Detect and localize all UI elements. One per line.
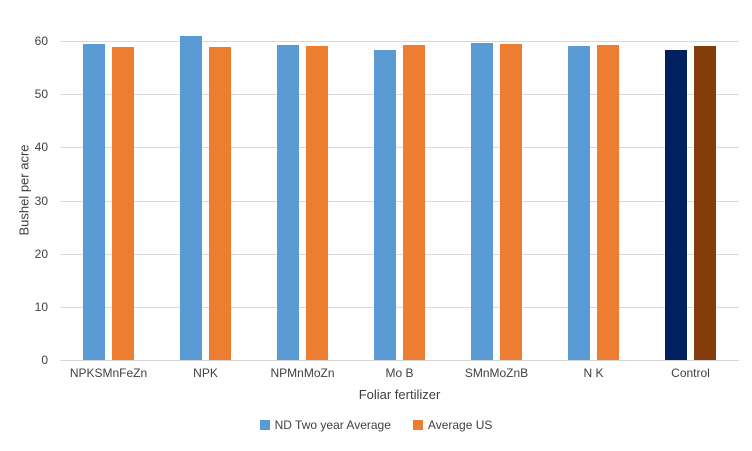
category-label: Control [671,366,710,380]
gridline [60,253,739,255]
gridline [60,147,739,149]
bar-series1 [277,45,299,360]
bar-group [545,41,642,360]
legend-item: Average US [412,418,493,432]
bar-series1 [568,46,590,360]
bar-series1 [471,43,493,360]
chart-legend: ND Two year Average Average US [0,418,752,432]
bar-group [60,41,157,360]
bar-group [157,35,254,360]
bar-series2 [403,44,425,360]
gridline [60,200,739,202]
y-axis-tick-label: 50 [34,87,48,102]
bar-series1 [180,35,202,360]
y-axis-tick-label: 0 [41,353,48,367]
category-label: NPKSMnFeZn [69,366,148,380]
legend-label: ND Two year Average [274,418,391,432]
bar-series2 [597,44,619,360]
bar-group [254,41,351,360]
y-axis-tick-label: 30 [34,193,48,208]
category-label: NPMnMoZn [270,366,335,380]
bar-series2 [500,44,522,360]
bar-group [351,41,448,360]
bar-series2 [209,47,231,360]
y-axis-tick-label: 60 [34,34,48,48]
plot-area [60,35,739,361]
y-axis-tick-label: 40 [34,140,48,155]
y-axis-tick-labels: 0 10 20 30 40 50 60 [0,34,48,367]
legend-item: ND Two year Average [259,418,391,432]
legend-swatch-icon [412,420,423,430]
bar-series2 [694,46,716,360]
category-label: N K [583,366,604,380]
bar-series1 [83,44,105,360]
y-axis-tick-label: 10 [34,299,48,314]
x-axis-title: Foliar fertilizer [358,387,441,402]
gridline [60,41,739,42]
bar-series2 [112,47,134,360]
x-axis-line [60,360,739,361]
bar-series2 [306,46,328,360]
category-label: SMnMoZnB [464,366,529,380]
legend-label: Average US [427,418,493,432]
gridline [60,306,739,308]
y-axis-tick-label: 20 [34,246,48,261]
bar-group [642,41,739,360]
category-label: NPK [193,366,218,380]
bar-series1 [665,49,687,360]
gridline [60,94,739,96]
legend-swatch-icon [259,420,270,430]
category-label: Mo B [385,366,414,380]
bar-series1 [374,49,396,360]
bar-group [448,41,545,360]
